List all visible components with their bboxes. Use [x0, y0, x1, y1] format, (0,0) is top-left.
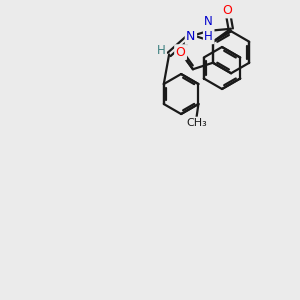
Text: N
H: N H — [204, 15, 213, 43]
Text: H: H — [157, 44, 166, 57]
Text: CH₃: CH₃ — [186, 118, 207, 128]
Text: O: O — [176, 46, 185, 59]
Text: O: O — [223, 4, 232, 17]
Text: N: N — [186, 30, 196, 43]
